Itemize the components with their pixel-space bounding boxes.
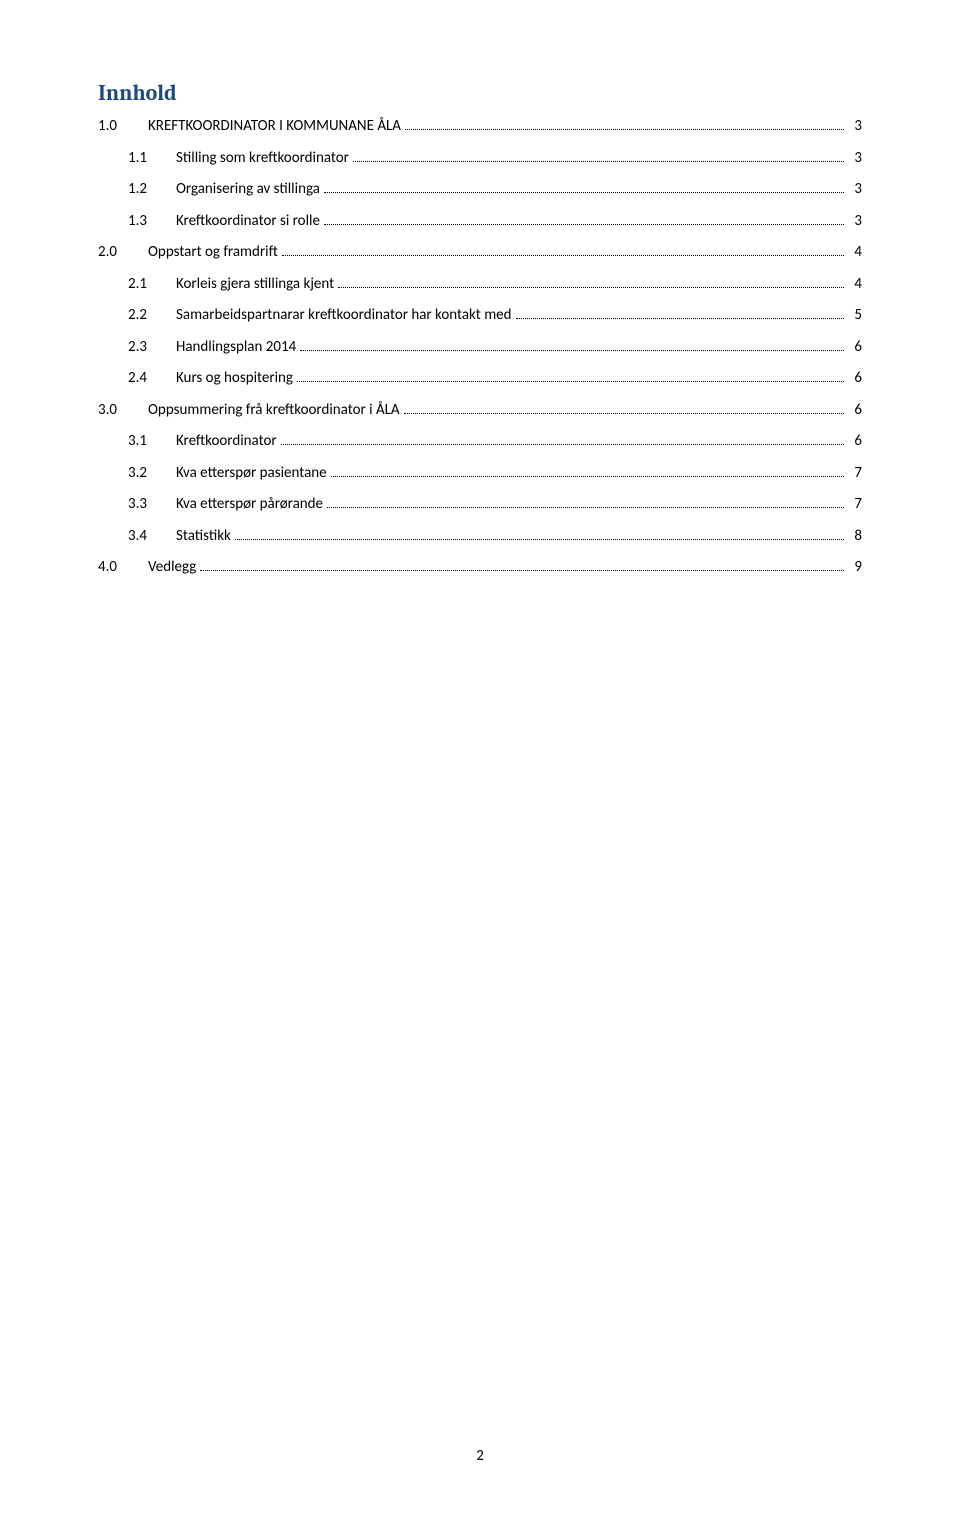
toc-item-page: 6	[848, 399, 862, 422]
toc-item-page: 3	[848, 115, 862, 138]
toc-item[interactable]: 2.0Oppstart og framdrift 4	[98, 241, 862, 264]
toc-item-page: 7	[848, 493, 862, 516]
toc-item[interactable]: 3.4Statistikk 8	[98, 525, 862, 548]
toc-list: 1.0KREFTKOORDINATOR I KOMMUNANE ÅLA31.1S…	[98, 115, 862, 579]
toc-item-number: 2.3	[128, 336, 176, 359]
toc-item[interactable]: 1.0KREFTKOORDINATOR I KOMMUNANE ÅLA 3	[98, 115, 862, 138]
toc-item[interactable]: 3.0Oppsummering frå kreftkoordinator i Å…	[98, 399, 862, 422]
toc-item-text: Stilling som kreftkoordinator	[176, 147, 349, 170]
toc-item-number: 3.0	[98, 399, 148, 422]
toc-leader-dots	[324, 192, 844, 193]
toc-item-number: 4.0	[98, 556, 148, 579]
toc-leader-dots	[331, 476, 844, 477]
toc-leader-dots	[404, 413, 844, 414]
toc-item-page: 9	[848, 556, 862, 579]
toc-title: Innhold	[98, 80, 862, 106]
toc-leader-dots	[324, 224, 844, 225]
toc-item-text: Kreftkoordinator si rolle	[176, 210, 320, 233]
toc-item-text: Korleis gjera stillinga kjent	[176, 273, 334, 296]
toc-leader-dots	[282, 255, 844, 256]
toc-item-number: 2.1	[128, 273, 176, 296]
toc-item-page: 3	[848, 178, 862, 201]
toc-item-number: 2.4	[128, 367, 176, 390]
toc-item-text: Vedlegg	[148, 556, 196, 579]
toc-item-number: 1.1	[128, 147, 176, 170]
toc-leader-dots	[235, 539, 844, 540]
page-number: 2	[0, 1447, 960, 1465]
toc-item[interactable]: 3.2Kva etterspør pasientane 7	[98, 462, 862, 485]
toc-leader-dots	[338, 287, 844, 288]
toc-item-page: 7	[848, 462, 862, 485]
toc-item[interactable]: 4.0Vedlegg 9	[98, 556, 862, 579]
toc-leader-dots	[297, 381, 844, 382]
toc-leader-dots	[281, 444, 844, 445]
toc-item-page: 3	[848, 210, 862, 233]
toc-leader-dots	[353, 161, 844, 162]
toc-item-page: 8	[848, 525, 862, 548]
toc-item-text: Oppsummering frå kreftkoordinator i ÅLA	[148, 399, 400, 422]
toc-item[interactable]: 2.2Samarbeidspartnarar kreftkoordinator …	[98, 304, 862, 327]
toc-item[interactable]: 2.1Korleis gjera stillinga kjent 4	[98, 273, 862, 296]
toc-item[interactable]: 1.2Organisering av stillinga 3	[98, 178, 862, 201]
toc-item-text: Statistikk	[176, 525, 231, 548]
toc-item-page: 6	[848, 430, 862, 453]
toc-item-page: 4	[848, 273, 862, 296]
toc-item-page: 3	[848, 147, 862, 170]
toc-item-text: Organisering av stillinga	[176, 178, 320, 201]
toc-item-text: Kva etterspør pasientane	[176, 462, 327, 485]
toc-item-number: 1.0	[98, 115, 148, 138]
toc-item-number: 2.2	[128, 304, 176, 327]
toc-item[interactable]: 1.1Stilling som kreftkoordinator 3	[98, 147, 862, 170]
toc-item-text: KREFTKOORDINATOR I KOMMUNANE ÅLA	[148, 115, 401, 138]
toc-leader-dots	[327, 507, 844, 508]
toc-item-number: 3.1	[128, 430, 176, 453]
document-page: Innhold 1.0KREFTKOORDINATOR I KOMMUNANE …	[0, 0, 960, 1515]
toc-item-number: 3.4	[128, 525, 176, 548]
toc-item[interactable]: 3.3Kva etterspør pårørande 7	[98, 493, 862, 516]
toc-item-number: 3.3	[128, 493, 176, 516]
toc-item-page: 4	[848, 241, 862, 264]
toc-leader-dots	[200, 570, 844, 571]
toc-item-number: 2.0	[98, 241, 148, 264]
toc-item-text: Oppstart og framdrift	[148, 241, 278, 264]
toc-item-number: 1.3	[128, 210, 176, 233]
toc-item-text: Handlingsplan 2014	[176, 336, 296, 359]
toc-item-text: Kurs og hospitering	[176, 367, 293, 390]
toc-item-text: Kva etterspør pårørande	[176, 493, 323, 516]
toc-item-page: 6	[848, 367, 862, 390]
toc-item-text: Samarbeidspartnarar kreftkoordinator har…	[176, 304, 512, 327]
toc-item[interactable]: 3.1Kreftkoordinator 6	[98, 430, 862, 453]
toc-leader-dots	[300, 350, 844, 351]
toc-item-page: 6	[848, 336, 862, 359]
toc-item-text: Kreftkoordinator	[176, 430, 277, 453]
toc-item-number: 3.2	[128, 462, 176, 485]
toc-item-page: 5	[848, 304, 862, 327]
toc-leader-dots	[405, 129, 844, 130]
toc-item[interactable]: 2.3Handlingsplan 2014 6	[98, 336, 862, 359]
toc-item[interactable]: 1.3Kreftkoordinator si rolle 3	[98, 210, 862, 233]
toc-item[interactable]: 2.4Kurs og hospitering 6	[98, 367, 862, 390]
toc-item-number: 1.2	[128, 178, 176, 201]
toc-leader-dots	[516, 318, 844, 319]
